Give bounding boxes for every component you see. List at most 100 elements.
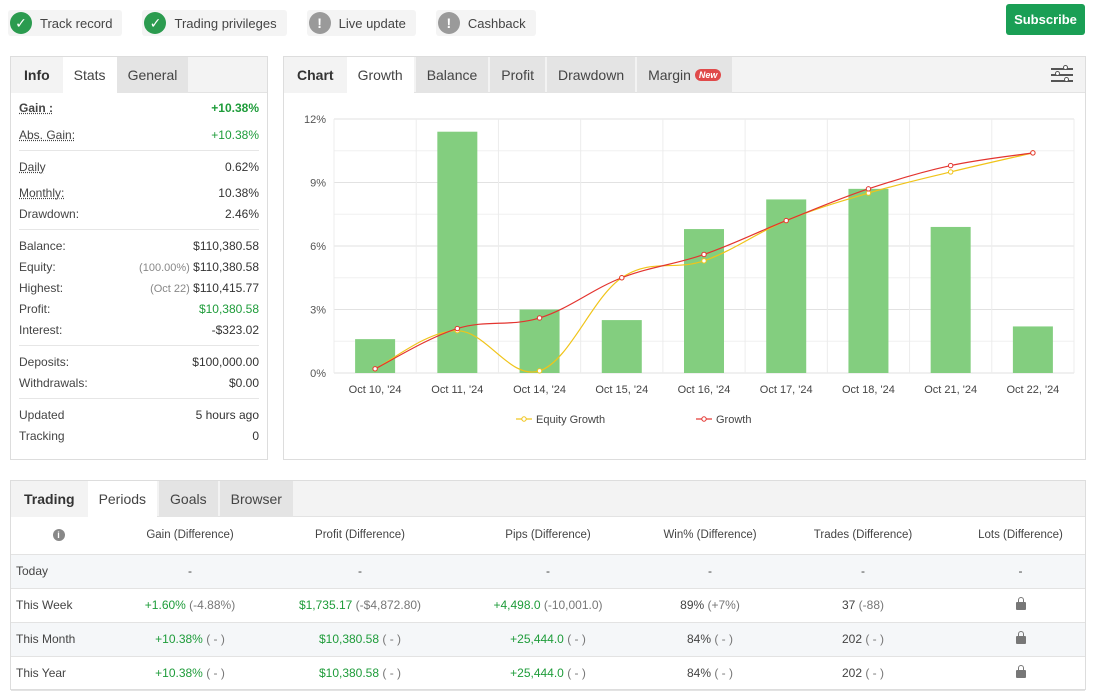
daily-row: Daily 0.62% [19, 156, 259, 177]
interest-value: -$323.02 [211, 322, 259, 337]
trades-difference: ( - ) [862, 632, 885, 646]
gain-cell: +10.38% ( - ) [106, 622, 274, 657]
highest-label: Highest: [19, 280, 64, 295]
gain-value: +10.38% [211, 100, 259, 115]
equity-percent: (100.00%) [139, 261, 190, 274]
pips-value: - [546, 564, 550, 578]
gain-difference: ( - ) [202, 666, 225, 680]
withdrawals-value: $0.00 [228, 375, 259, 390]
periods-table: i Gain (Difference) Profit (Difference) … [11, 517, 1085, 691]
withdrawals-row: Withdrawals: $0.00 [19, 372, 259, 393]
badge-label: Cashback [467, 15, 526, 31]
cashback-badge[interactable]: ! Cashback [435, 10, 536, 36]
updated-value: 5 hours ago [195, 407, 259, 422]
pips-value: +25,444.0 [510, 632, 564, 646]
tab-growth[interactable]: Growth [346, 57, 414, 93]
y-tick-label: 9% [310, 178, 326, 190]
x-tick-label: Oct 22, '24 [1006, 384, 1059, 396]
trades-value: - [861, 564, 865, 578]
balance-value: $110,380.58 [193, 238, 259, 253]
profit-value: $10,380.58 [198, 301, 259, 316]
highest-date: (Oct 22) [150, 282, 190, 295]
lock-icon[interactable] [1015, 631, 1026, 644]
info-icon[interactable]: i [52, 529, 65, 542]
profit-difference: ( - ) [379, 632, 402, 646]
drawdown-row: Drawdown: 2.46% [19, 203, 259, 224]
withdrawals-label: Withdrawals: [19, 375, 88, 390]
trades-cell: 202 ( - ) [770, 656, 956, 691]
trades-difference: ( - ) [862, 666, 885, 680]
gain-row: Gain : +10.38% [19, 97, 259, 118]
tab-general[interactable]: General [116, 57, 189, 93]
tab-info[interactable]: Info [11, 57, 63, 93]
pips-difference: (-10,001.0) [540, 598, 603, 612]
trading-privileges-badge[interactable]: ✓ Trading privileges [142, 10, 287, 36]
deposits-value: $100,000.00 [192, 354, 259, 369]
subscribe-button[interactable]: Subscribe [1006, 4, 1085, 35]
abs-gain-label[interactable]: Abs. Gain: [19, 127, 76, 142]
period-label: This Month [11, 622, 106, 657]
tab-chart[interactable]: Chart [284, 57, 347, 93]
profit-value: - [358, 564, 362, 578]
drawdown-label: Drawdown: [19, 206, 80, 221]
chart-settings-icon[interactable] [1051, 65, 1073, 85]
lock-icon[interactable] [1015, 665, 1026, 678]
daily-label[interactable]: Daily [19, 159, 46, 174]
x-tick-label: Oct 16, '24 [678, 384, 731, 396]
tab-margin[interactable]: Margin New [637, 57, 733, 93]
tab-profit[interactable]: Profit [490, 57, 545, 93]
trades-value: 202 [841, 632, 863, 646]
periods-panel: Trading Periods Goals Browser i Gain (Di… [10, 480, 1086, 691]
table-row: This Month +10.38% ( - ) $10,380.58 ( - ) +… [11, 622, 1085, 657]
lock-icon[interactable] [1015, 597, 1026, 610]
monthly-row: Monthly: 10.38% [19, 182, 259, 203]
series-line [374, 152, 1034, 373]
y-tick-label: 0% [310, 368, 326, 380]
data-point [701, 251, 707, 258]
lots-cell [956, 588, 1085, 623]
exclamation-circle-icon: ! [308, 12, 331, 34]
data-point [783, 217, 789, 224]
lots-cell: - [956, 554, 1085, 589]
win-cell: 89% (+7%) [650, 588, 770, 623]
gain-value: +10.38% [155, 632, 203, 646]
period-label: This Year [11, 656, 106, 691]
win-value: 84% [686, 632, 712, 646]
monthly-value: 10.38% [218, 185, 259, 200]
highest-value: $110,415.77 [193, 280, 259, 295]
win-cell: - [650, 554, 770, 589]
col-trades: Trades (Difference) [770, 517, 956, 555]
live-update-badge[interactable]: ! Live update [306, 10, 416, 36]
info-tabs: Info Stats General [11, 57, 267, 93]
col-win: Win% (Difference) [650, 517, 770, 555]
period-label: This Week [11, 588, 106, 623]
pips-cell: +4,498.0 (-10,001.0) [446, 588, 650, 623]
exclamation-circle-icon: ! [437, 12, 460, 34]
gain-label[interactable]: Gain : [19, 100, 54, 115]
trades-cell: - [770, 554, 956, 589]
pips-value: +4,498.0 [493, 598, 541, 612]
pips-cell: +25,444.0 ( - ) [446, 656, 650, 691]
tab-goals[interactable]: Goals [159, 481, 218, 517]
bar [1012, 326, 1053, 373]
col-gain: Gain (Difference) [106, 517, 274, 555]
equity-value: $110,380.58 [193, 259, 259, 274]
abs-gain-value: +10.38% [211, 127, 259, 142]
tab-balance[interactable]: Balance [415, 57, 489, 93]
chart-tabs: Chart Growth Balance Profit Drawdown Mar… [284, 57, 1085, 93]
track-record-badge[interactable]: ✓ Track record [8, 10, 123, 36]
bar [766, 199, 807, 373]
monthly-label[interactable]: Monthly: [19, 185, 65, 200]
tab-stats[interactable]: Stats [62, 57, 117, 93]
lots-cell [956, 656, 1085, 691]
bar [684, 229, 724, 373]
data-point [454, 325, 461, 332]
x-tick-label: Oct 18, '24 [842, 384, 895, 396]
check-circle-icon: ✓ [144, 12, 167, 34]
tab-drawdown[interactable]: Drawdown [546, 57, 636, 93]
x-tick-label: Oct 11, '24 [431, 384, 483, 396]
tab-browser[interactable]: Browser [219, 481, 293, 517]
tab-trading[interactable]: Trading [11, 481, 88, 517]
pips-cell: +25,444.0 ( - ) [446, 622, 650, 657]
tab-periods[interactable]: Periods [87, 481, 158, 517]
